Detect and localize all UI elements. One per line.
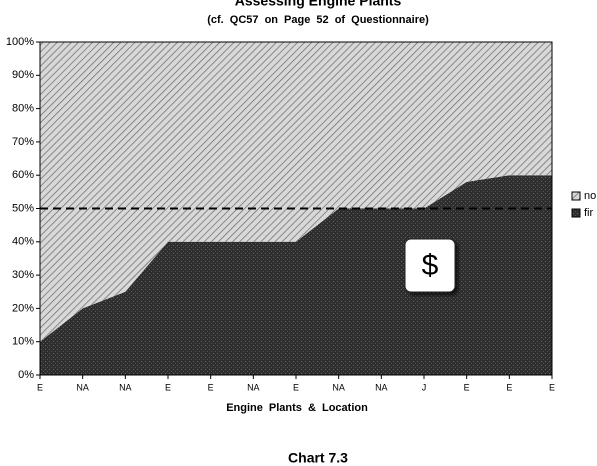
legend-label: no [584, 190, 596, 202]
x-tick-label: NA [247, 382, 260, 392]
legend-swatch [571, 191, 581, 201]
x-tick-label: NA [332, 382, 345, 392]
y-tick-label: 0% [18, 369, 34, 381]
x-tick-label: E [208, 382, 214, 392]
x-tick-label: E [37, 382, 43, 392]
caption: Chart 7.3 [288, 450, 348, 466]
annotation: $ [422, 249, 439, 282]
x-tick-label: J [422, 382, 427, 392]
legend-swatch [571, 208, 581, 218]
y-tick-label: 100% [6, 36, 34, 48]
x-tick-label: E [506, 382, 512, 392]
x-tick-label: E [464, 382, 470, 392]
x-tick-label: NA [375, 382, 388, 392]
y-tick-label: 70% [12, 136, 34, 148]
x-tick-label: E [293, 382, 299, 392]
y-tick-label: 20% [12, 302, 34, 314]
y-tick-label: 10% [12, 336, 34, 348]
x-tick-label: E [165, 382, 171, 392]
x-tick-label: E [549, 382, 555, 392]
y-tick-label: 90% [12, 69, 34, 81]
y-tick-label: 50% [12, 202, 34, 214]
x-axis-label: Engine Plants & Location [226, 402, 368, 414]
chart-title: Assessing Engine Plants [235, 0, 402, 9]
chart-subtitle: (cf. QC57 on Page 52 of Questionnaire) [207, 14, 429, 26]
y-tick-label: 60% [12, 169, 34, 181]
annotation-box [404, 238, 456, 293]
legend-label: fir [584, 207, 594, 219]
area [40, 175, 552, 375]
area [40, 42, 552, 342]
x-tick-label: NA [76, 382, 89, 392]
x-tick-label: NA [119, 382, 132, 392]
y-tick-label: 40% [12, 236, 34, 248]
y-tick-label: 80% [12, 103, 34, 115]
y-tick-label: 30% [12, 269, 34, 281]
